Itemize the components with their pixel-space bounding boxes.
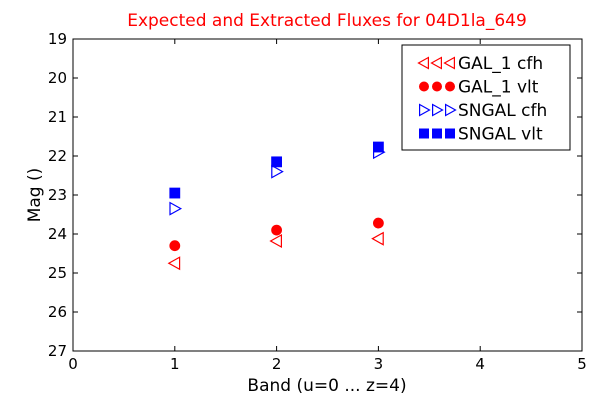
legend-marker xyxy=(419,128,430,139)
legend-entry: SNGAL cfh xyxy=(419,101,547,121)
x-tick-label: 5 xyxy=(577,355,587,373)
legend-label: GAL_1 cfh xyxy=(458,54,543,74)
data-point xyxy=(271,156,282,168)
legend-marker xyxy=(432,81,443,92)
legend-marker xyxy=(445,81,456,92)
data-point xyxy=(169,201,183,216)
series-0 xyxy=(167,231,384,271)
legend-marker xyxy=(419,81,430,92)
legend-marker xyxy=(445,128,456,139)
data-point xyxy=(169,187,181,199)
y-axis-label: Mag () xyxy=(25,168,45,223)
data-point xyxy=(373,141,384,153)
legend-box xyxy=(401,44,571,151)
legend-entry: GAL_1 vlt xyxy=(419,78,539,98)
x-tick-label: 1 xyxy=(170,355,180,373)
legend: GAL_1 cfh GAL_1 vlt SNGAL cfh SNGAL vlt xyxy=(401,44,571,151)
y-tick-label: 23 xyxy=(48,186,67,204)
y-tick-label: 25 xyxy=(48,264,67,282)
data-point xyxy=(373,217,384,229)
legend-label: GAL_1 vlt xyxy=(458,78,539,98)
legend-marker xyxy=(432,103,444,117)
y-tick-label: 27 xyxy=(48,342,67,360)
legend-marker xyxy=(419,103,431,117)
chart-title: Expected and Extracted Fluxes for 04D1la… xyxy=(127,11,527,31)
y-tick-label: 21 xyxy=(48,108,67,126)
y-tick-label: 26 xyxy=(48,303,67,321)
data-point xyxy=(271,224,283,236)
data-point xyxy=(169,240,181,252)
y-tick-label: 20 xyxy=(48,69,67,87)
legend-marker xyxy=(445,103,457,117)
data-point xyxy=(371,231,384,246)
legend-entry: SNGAL vlt xyxy=(419,125,543,145)
y-tick-label: 24 xyxy=(48,225,67,243)
legend-label: SNGAL vlt xyxy=(458,125,543,145)
x-tick-label: 4 xyxy=(475,355,485,373)
x-tick-label: 2 xyxy=(272,355,282,373)
legend-label: SNGAL cfh xyxy=(458,101,547,121)
data-point xyxy=(269,234,282,249)
x-tick-label: 3 xyxy=(374,355,384,373)
legend-marker xyxy=(417,56,429,70)
y-tick-label: 22 xyxy=(48,147,67,165)
x-tick-label: 0 xyxy=(68,355,78,373)
legend-marker xyxy=(443,56,455,70)
y-tick-label: 19 xyxy=(48,30,67,48)
data-point xyxy=(271,164,284,179)
series-1 xyxy=(169,217,384,252)
legend-marker xyxy=(430,56,442,70)
legend-marker xyxy=(432,128,443,139)
x-axis-label: Band (u=0 ... z=4) xyxy=(247,376,406,396)
legend-entry: GAL_1 cfh xyxy=(417,54,543,74)
data-point xyxy=(167,256,181,271)
series-3 xyxy=(169,141,384,199)
